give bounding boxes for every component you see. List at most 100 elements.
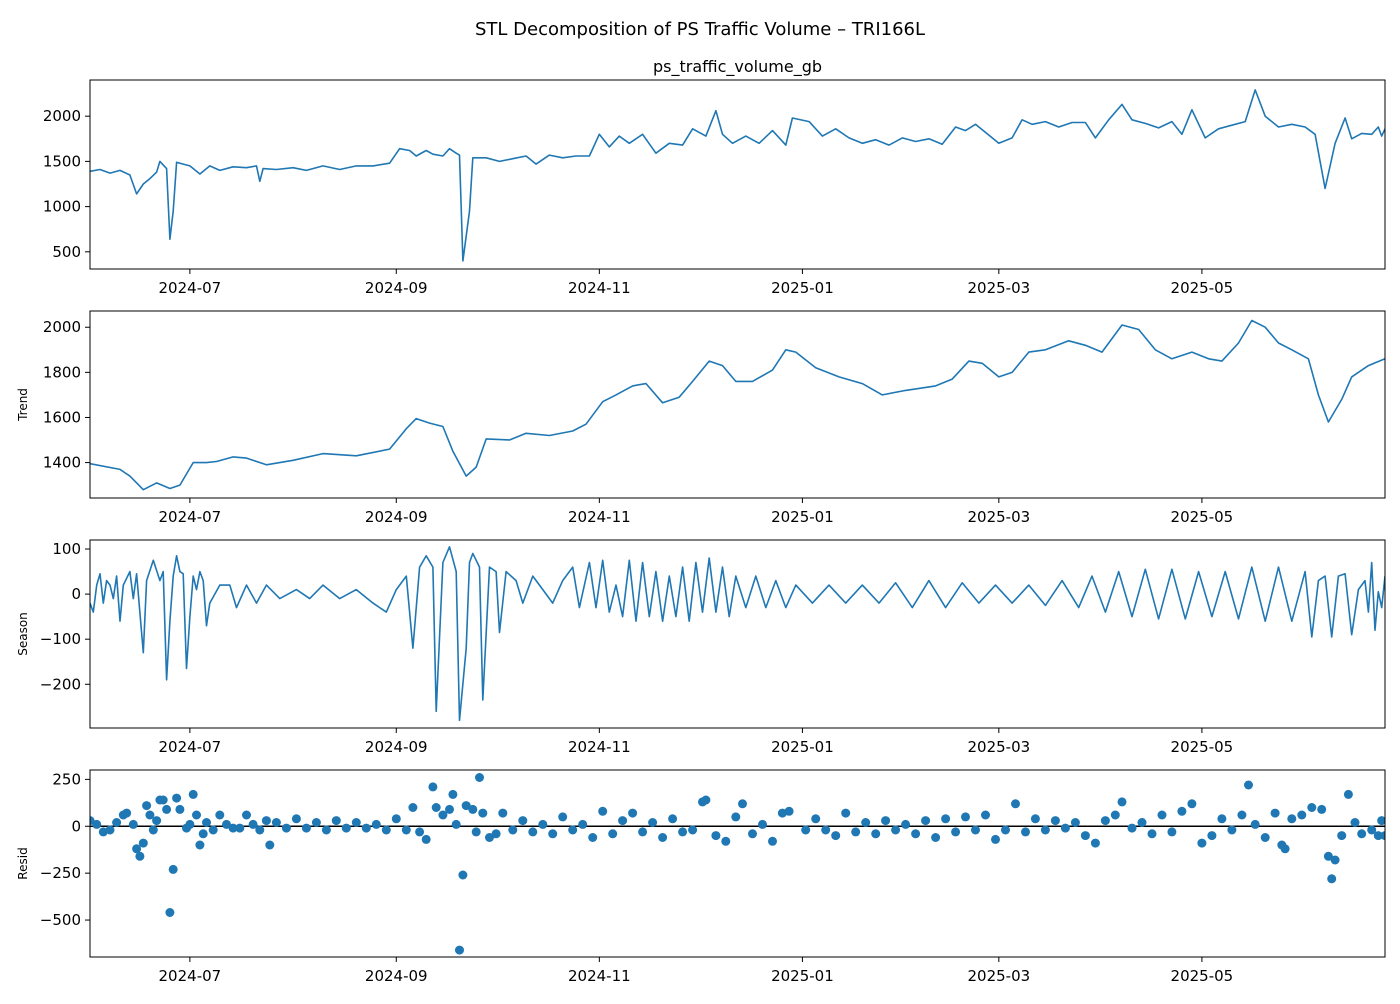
panel-1: ps_traffic_volume_gb 500 1000 1500 2000 2024-…: [43, 57, 1386, 297]
plot-area: [90, 546, 1385, 722]
data-point: [1117, 797, 1127, 807]
data-point: [721, 836, 731, 846]
data-point: [195, 840, 205, 850]
data-point: [548, 829, 558, 839]
data-point: [1287, 814, 1297, 824]
y-axis-label: Season: [16, 612, 30, 656]
data-point: [1011, 799, 1020, 809]
y-tick-label: 2000: [43, 318, 81, 336]
data-point: [1330, 855, 1340, 865]
data-point: [701, 795, 711, 805]
data-point: [738, 799, 747, 809]
data-point: [451, 819, 461, 829]
data-point: [331, 816, 341, 826]
series-line: [90, 319, 1385, 491]
data-point: [475, 773, 484, 782]
data-point: [1197, 838, 1207, 848]
data-point: [165, 908, 175, 917]
data-point: [265, 840, 275, 850]
data-point: [281, 823, 291, 833]
data-point: [415, 827, 425, 837]
x-tick-label: 2024-09: [365, 738, 428, 756]
y-tick-label: 0: [71, 585, 81, 603]
panel-title: ps_traffic_volume_gb: [653, 57, 822, 77]
y-tick-label: 250: [52, 770, 81, 788]
data-point: [638, 827, 648, 837]
data-point: [458, 870, 468, 880]
x-tick-label: 2025-01: [771, 508, 834, 526]
data-point: [311, 818, 321, 827]
data-point: [112, 818, 122, 827]
data-point: [208, 825, 218, 835]
x-tick-label: 2024-11: [568, 279, 631, 297]
data-point: [438, 810, 448, 820]
x-tick-label: 2024-07: [159, 279, 222, 297]
x-tick-label: 2025-01: [771, 738, 834, 756]
data-point: [801, 825, 811, 835]
data-point: [748, 829, 757, 839]
data-point: [401, 825, 411, 835]
data-point: [491, 829, 501, 839]
data-point: [485, 833, 494, 842]
data-point: [351, 818, 361, 827]
y-tick-label: −500: [40, 911, 81, 929]
data-point: [871, 829, 881, 839]
data-point: [431, 803, 441, 812]
data-point: [508, 825, 518, 835]
data-point: [711, 831, 721, 841]
data-point: [185, 819, 195, 829]
data-point: [1217, 814, 1227, 824]
x-tick-label: 2024-11: [568, 738, 631, 756]
data-point: [152, 816, 162, 826]
panel-2: Trend 1400 1600 1800 2000 2024-07 2024-09 2024-…: [16, 310, 1386, 526]
data-point: [881, 816, 891, 826]
data-point: [1050, 816, 1060, 826]
data-point: [142, 801, 152, 811]
data-point: [105, 825, 115, 835]
data-point: [1270, 808, 1280, 818]
data-point: [1070, 818, 1080, 827]
data-point: [361, 823, 371, 833]
data-point: [1380, 831, 1385, 841]
data-point: [1187, 799, 1197, 809]
data-point: [135, 851, 145, 861]
data-point: [1250, 819, 1260, 829]
data-point: [911, 829, 921, 839]
data-point: [598, 806, 608, 816]
data-point: [242, 810, 251, 820]
data-point: [92, 819, 102, 829]
data-point: [951, 827, 961, 837]
data-point: [558, 812, 568, 822]
data-point: [628, 808, 638, 818]
panels: ps_traffic_volume_gb5001000150020002024-…: [16, 57, 1386, 985]
x-tick-label: 2025-05: [1171, 738, 1234, 756]
y-tick-label: −200: [40, 675, 81, 693]
x-tick-label: 2025-05: [1171, 508, 1234, 526]
data-point: [1167, 827, 1177, 837]
data-point: [608, 829, 618, 839]
data-point: [1127, 823, 1137, 833]
data-point: [1327, 874, 1337, 884]
data-point: [421, 834, 431, 844]
data-point: [391, 814, 401, 824]
data-point: [198, 829, 208, 839]
data-point: [1030, 814, 1040, 824]
data-point: [758, 819, 767, 829]
x-tick-label: 2024-07: [159, 508, 222, 526]
data-point: [1343, 789, 1353, 799]
panel-4: Resid −500 −250 0 250 2024-07 2024-09 2024-11 20…: [16, 769, 1386, 985]
data-point: [578, 819, 588, 829]
data-point: [851, 827, 861, 837]
data-point: [1147, 829, 1157, 839]
data-point: [1040, 825, 1050, 835]
y-tick-label: 1400: [43, 454, 81, 472]
data-point: [931, 833, 941, 842]
data-point: [1244, 780, 1253, 790]
data-point: [1021, 827, 1030, 837]
data-point: [202, 818, 211, 827]
data-point: [188, 789, 198, 799]
y-tick-label: −250: [40, 864, 81, 882]
data-point: [471, 827, 481, 837]
